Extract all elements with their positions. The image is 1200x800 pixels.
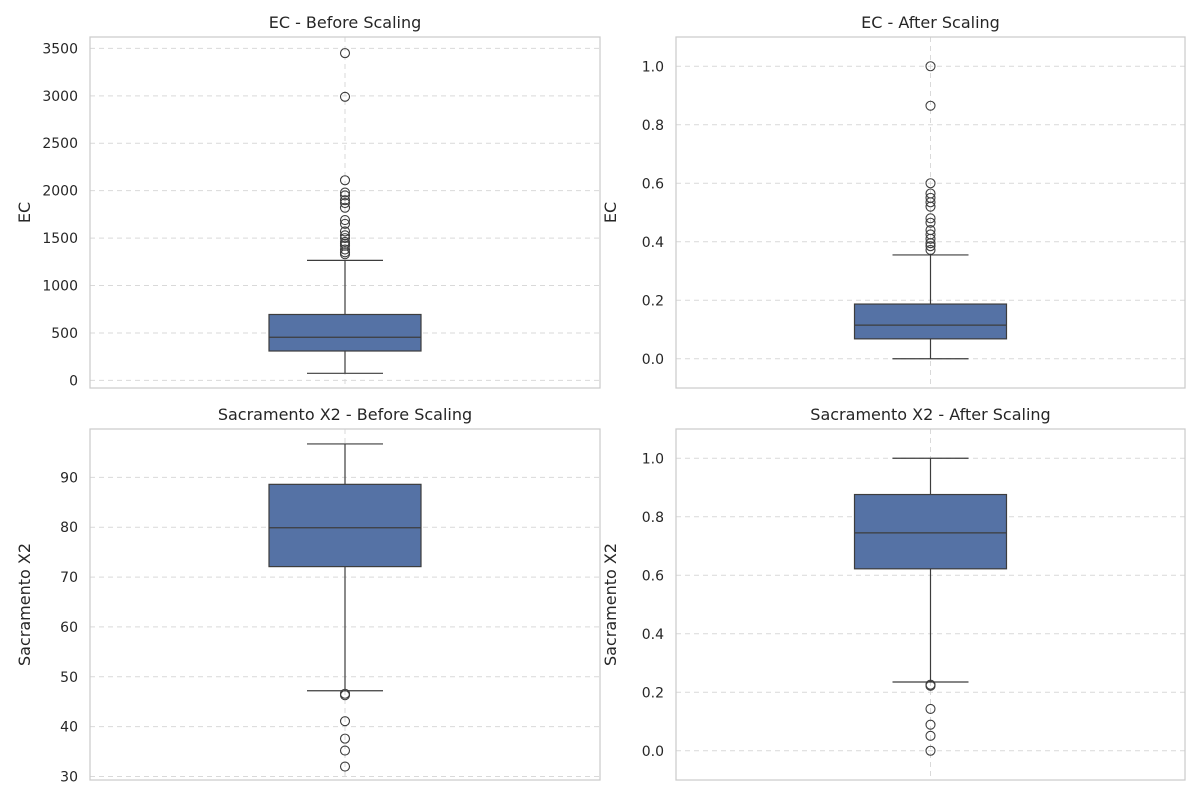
outlier-point bbox=[339, 202, 351, 213]
y-tick-label: 2000 bbox=[42, 184, 78, 200]
outlier-point bbox=[339, 233, 351, 244]
chart-title: EC - Before Scaling bbox=[269, 13, 422, 32]
outlier-point bbox=[925, 225, 936, 236]
outlier-point bbox=[339, 761, 351, 772]
outlier-point bbox=[925, 100, 936, 111]
y-tick-label: 0 bbox=[69, 373, 78, 389]
y-axis-label: EC bbox=[15, 202, 34, 223]
y-axis-label: Sacramento X2 bbox=[15, 543, 34, 666]
outlier-point bbox=[925, 745, 936, 756]
chart-panel-3: 30 40 50 60 70 80 90 Sacramento X2 - Before Sca… bbox=[15, 405, 601, 786]
y-tick-label: 0.6 bbox=[642, 568, 664, 584]
outlier-point bbox=[339, 91, 351, 102]
plot-frame bbox=[89, 428, 601, 781]
y-tick-label: 0.6 bbox=[642, 176, 664, 192]
outlier-point bbox=[925, 244, 936, 255]
y-axis-label: EC bbox=[601, 202, 620, 223]
outlier-point bbox=[925, 241, 936, 252]
y-tick-label: 30 bbox=[60, 770, 78, 786]
outlier-point bbox=[925, 188, 936, 199]
y-tick-label: 50 bbox=[60, 670, 78, 686]
chart-title: EC - After Scaling bbox=[861, 13, 1000, 32]
iqr-box bbox=[268, 313, 422, 352]
outlier-point bbox=[339, 218, 351, 229]
y-tick-label: 0.2 bbox=[642, 293, 664, 309]
outlier-point bbox=[339, 688, 351, 699]
y-tick-label: 0.4 bbox=[642, 627, 664, 643]
outlier-point bbox=[339, 190, 351, 201]
y-tick-label: 0.0 bbox=[642, 352, 664, 368]
outlier-point bbox=[925, 730, 936, 741]
outlier-point bbox=[925, 61, 936, 72]
outlier-point bbox=[925, 703, 936, 714]
outlier-point bbox=[925, 213, 936, 224]
outlier-point bbox=[339, 48, 351, 59]
y-tick-label: 0.0 bbox=[642, 744, 664, 760]
chart-panel-1: 0 500 1000 1500 2000 2500 3000 3500 EC - Before … bbox=[15, 13, 601, 389]
outlier-point bbox=[339, 716, 351, 727]
outlier-point bbox=[339, 197, 351, 209]
iqr-box bbox=[853, 303, 1008, 340]
y-tick-label: 0.8 bbox=[642, 118, 664, 134]
plot-frame bbox=[675, 36, 1186, 389]
y-tick-label: 0.2 bbox=[642, 685, 664, 701]
y-tick-label: 500 bbox=[51, 326, 78, 342]
outlier-point bbox=[339, 175, 351, 186]
y-tick-label: 2500 bbox=[42, 136, 78, 152]
y-tick-label: 0.8 bbox=[642, 510, 664, 526]
y-tick-label: 1.0 bbox=[642, 451, 664, 467]
outlier-point bbox=[925, 719, 936, 730]
plot-frame bbox=[675, 428, 1186, 781]
outlier-point bbox=[339, 215, 351, 226]
chart-title: Sacramento X2 - After Scaling bbox=[810, 405, 1050, 424]
y-tick-label: 40 bbox=[60, 720, 78, 736]
y-tick-label: 1000 bbox=[42, 279, 78, 295]
y-tick-label: 1500 bbox=[42, 231, 78, 247]
y-tick-label: 80 bbox=[60, 520, 78, 536]
iqr-box bbox=[853, 493, 1008, 570]
chart-panel-4: 0.0 0.2 0.4 0.6 0.8 1.0 Sacramento X2 - After … bbox=[601, 405, 1186, 781]
outlier-point bbox=[339, 733, 351, 744]
outlier-point bbox=[925, 192, 936, 203]
y-tick-label: 3000 bbox=[42, 89, 78, 105]
y-tick-label: 60 bbox=[60, 620, 78, 636]
y-tick-label: 0.4 bbox=[642, 235, 664, 251]
y-tick-label: 70 bbox=[60, 570, 78, 586]
outlier-point bbox=[339, 244, 351, 255]
iqr-box bbox=[268, 483, 422, 568]
y-tick-label: 1.0 bbox=[642, 59, 664, 75]
outlier-point bbox=[925, 178, 936, 189]
outlier-point bbox=[339, 226, 351, 237]
y-axis-label: Sacramento X2 bbox=[601, 543, 620, 666]
y-tick-label: 3500 bbox=[42, 41, 78, 57]
outlier-point bbox=[339, 230, 351, 241]
plot-frame bbox=[89, 36, 601, 389]
outlier-point bbox=[339, 195, 351, 206]
outlier-point bbox=[925, 217, 936, 228]
outlier-point bbox=[339, 236, 351, 247]
chart-panel-2: 0.0 0.2 0.4 0.6 0.8 1.0 EC - After Scaling EC bbox=[601, 13, 1186, 389]
outlier-point bbox=[925, 229, 936, 240]
outlier-point bbox=[339, 745, 351, 756]
outlier-point bbox=[925, 679, 936, 690]
chart-title: Sacramento X2 - Before Scaling bbox=[218, 405, 472, 424]
y-tick-label: 90 bbox=[60, 470, 78, 486]
outlier-point bbox=[339, 187, 351, 198]
